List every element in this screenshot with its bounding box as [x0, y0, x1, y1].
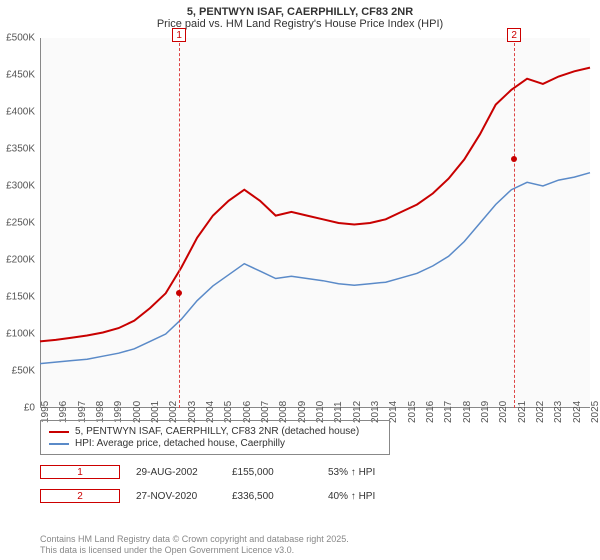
legend-row-blue: HPI: Average price, detached house, Caer… [49, 438, 381, 449]
sale-price: £155,000 [232, 467, 312, 478]
credit-text: Contains HM Land Registry data © Crown c… [40, 534, 349, 556]
y-axis-label: £450K [0, 70, 35, 81]
legend-swatch-blue [49, 443, 69, 445]
credit-line-2: This data is licensed under the Open Gov… [40, 545, 349, 556]
y-axis-label: £250K [0, 218, 35, 229]
y-axis-label: £300K [0, 181, 35, 192]
y-axis-label: £150K [0, 292, 35, 303]
x-axis-label: 2024 [572, 401, 583, 423]
y-axis-label: £0 [0, 403, 35, 414]
legend-box: 5, PENTWYN ISAF, CAERPHILLY, CF83 2NR (d… [40, 420, 390, 455]
y-axis-label: £350K [0, 144, 35, 155]
y-axis-label: £100K [0, 329, 35, 340]
title-line-1: 5, PENTWYN ISAF, CAERPHILLY, CF83 2NR [0, 6, 600, 18]
marker-number-box: 2 [507, 28, 521, 42]
sale-date: 29-AUG-2002 [136, 467, 216, 478]
sale-data-row: 1 29-AUG-2002 £155,000 53% ↑ HPI [40, 465, 560, 479]
legend-block: 5, PENTWYN ISAF, CAERPHILLY, CF83 2NR (d… [40, 420, 560, 503]
legend-swatch-red [49, 431, 69, 433]
sale-pct: 40% ↑ HPI [328, 491, 408, 502]
y-axis-label: £400K [0, 107, 35, 118]
sale-number-box: 2 [40, 489, 120, 503]
y-axis-label: £500K [0, 33, 35, 44]
chart-plot-area: £0£50K£100K£150K£200K£250K£300K£350K£400… [40, 38, 590, 408]
credit-line-1: Contains HM Land Registry data © Crown c… [40, 534, 349, 545]
sale-data-row: 2 27-NOV-2020 £336,500 40% ↑ HPI [40, 489, 560, 503]
marker-number-box: 1 [172, 28, 186, 42]
sale-date: 27-NOV-2020 [136, 491, 216, 502]
legend-row-red: 5, PENTWYN ISAF, CAERPHILLY, CF83 2NR (d… [49, 426, 381, 437]
legend-label-red: 5, PENTWYN ISAF, CAERPHILLY, CF83 2NR (d… [75, 426, 359, 437]
sale-number-box: 1 [40, 465, 120, 479]
sale-pct: 53% ↑ HPI [328, 467, 408, 478]
marker-vline [514, 38, 515, 408]
x-axis-label: 2025 [590, 401, 600, 423]
chart-svg [40, 38, 590, 408]
price-marker-dot [511, 156, 517, 162]
legend-label-blue: HPI: Average price, detached house, Caer… [75, 438, 285, 449]
y-axis-label: £50K [0, 366, 35, 377]
y-axis-label: £200K [0, 255, 35, 266]
sale-price: £336,500 [232, 491, 312, 502]
price-marker-dot [176, 290, 182, 296]
marker-vline [179, 38, 180, 408]
